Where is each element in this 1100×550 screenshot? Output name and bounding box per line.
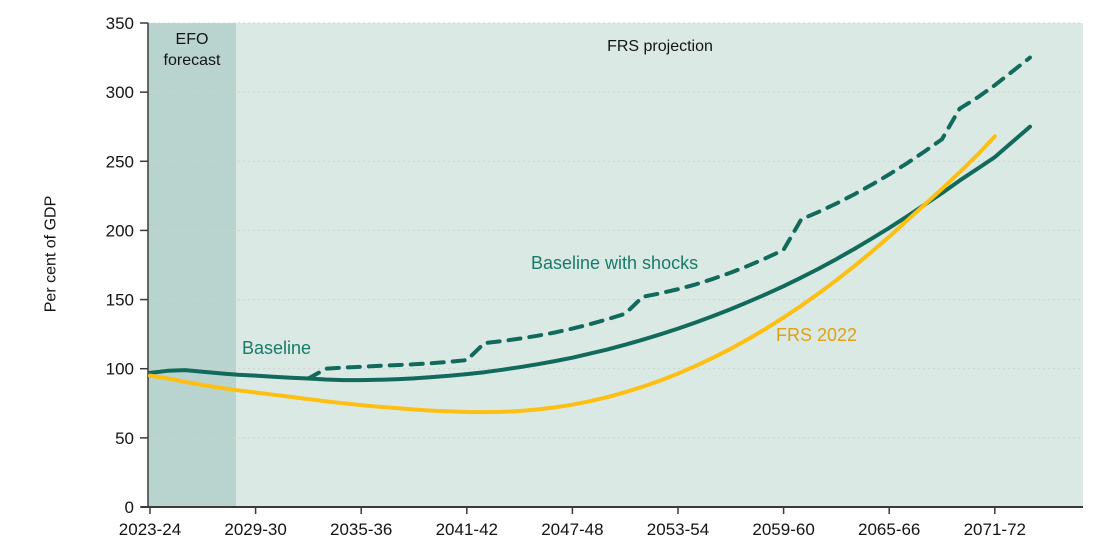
x-tick-label-5: 2053-54 bbox=[647, 520, 709, 539]
y-axis-title-text: Per cent of GDP bbox=[42, 195, 59, 312]
y-tick-label-150: 150 bbox=[106, 291, 134, 310]
frs-projection-region bbox=[148, 23, 1083, 507]
series-line-baseline-with-shocks bbox=[306, 55, 1032, 381]
y-tick-label-0: 0 bbox=[125, 498, 134, 517]
efo-forecast-region bbox=[148, 23, 236, 507]
baseline-with-shocks-series-label: Baseline with shocks bbox=[531, 253, 699, 273]
x-tick-label-3: 2041-42 bbox=[436, 520, 498, 539]
baseline-series-label: Baseline bbox=[242, 338, 312, 358]
series-line-frs-2022 bbox=[148, 134, 997, 415]
efo-forecast-annotation: EFO forecast bbox=[148, 30, 236, 72]
x-tick-label-2: 2035-36 bbox=[330, 520, 392, 539]
x-tick-label-7: 2065-66 bbox=[858, 520, 920, 539]
frs-2022-series-label: FRS 2022 bbox=[776, 325, 858, 345]
y-axis-title: Per cent of GDP bbox=[36, 0, 66, 507]
x-tick-label-8: 2071-72 bbox=[964, 520, 1026, 539]
y-tick-label-200: 200 bbox=[106, 221, 134, 240]
efo-forecast-line2: forecast bbox=[163, 51, 221, 69]
x-tick-label-1: 2029-30 bbox=[224, 520, 286, 539]
y-tick-label-250: 250 bbox=[106, 152, 134, 171]
y-tick-label-300: 300 bbox=[106, 83, 134, 102]
y-tick-label-350: 350 bbox=[106, 14, 134, 33]
x-tick-label-0: 2023-24 bbox=[119, 520, 181, 539]
x-tick-label-4: 2047-48 bbox=[541, 520, 603, 539]
x-tick-label-6: 2059-60 bbox=[752, 520, 814, 539]
frs-projection-annotation: FRS projection bbox=[607, 38, 713, 55]
series-line-baseline bbox=[148, 124, 1032, 383]
y-tick-label-100: 100 bbox=[106, 360, 134, 379]
y-tick-label-50: 50 bbox=[115, 429, 134, 448]
efo-forecast-line1: EFO bbox=[175, 31, 209, 48]
